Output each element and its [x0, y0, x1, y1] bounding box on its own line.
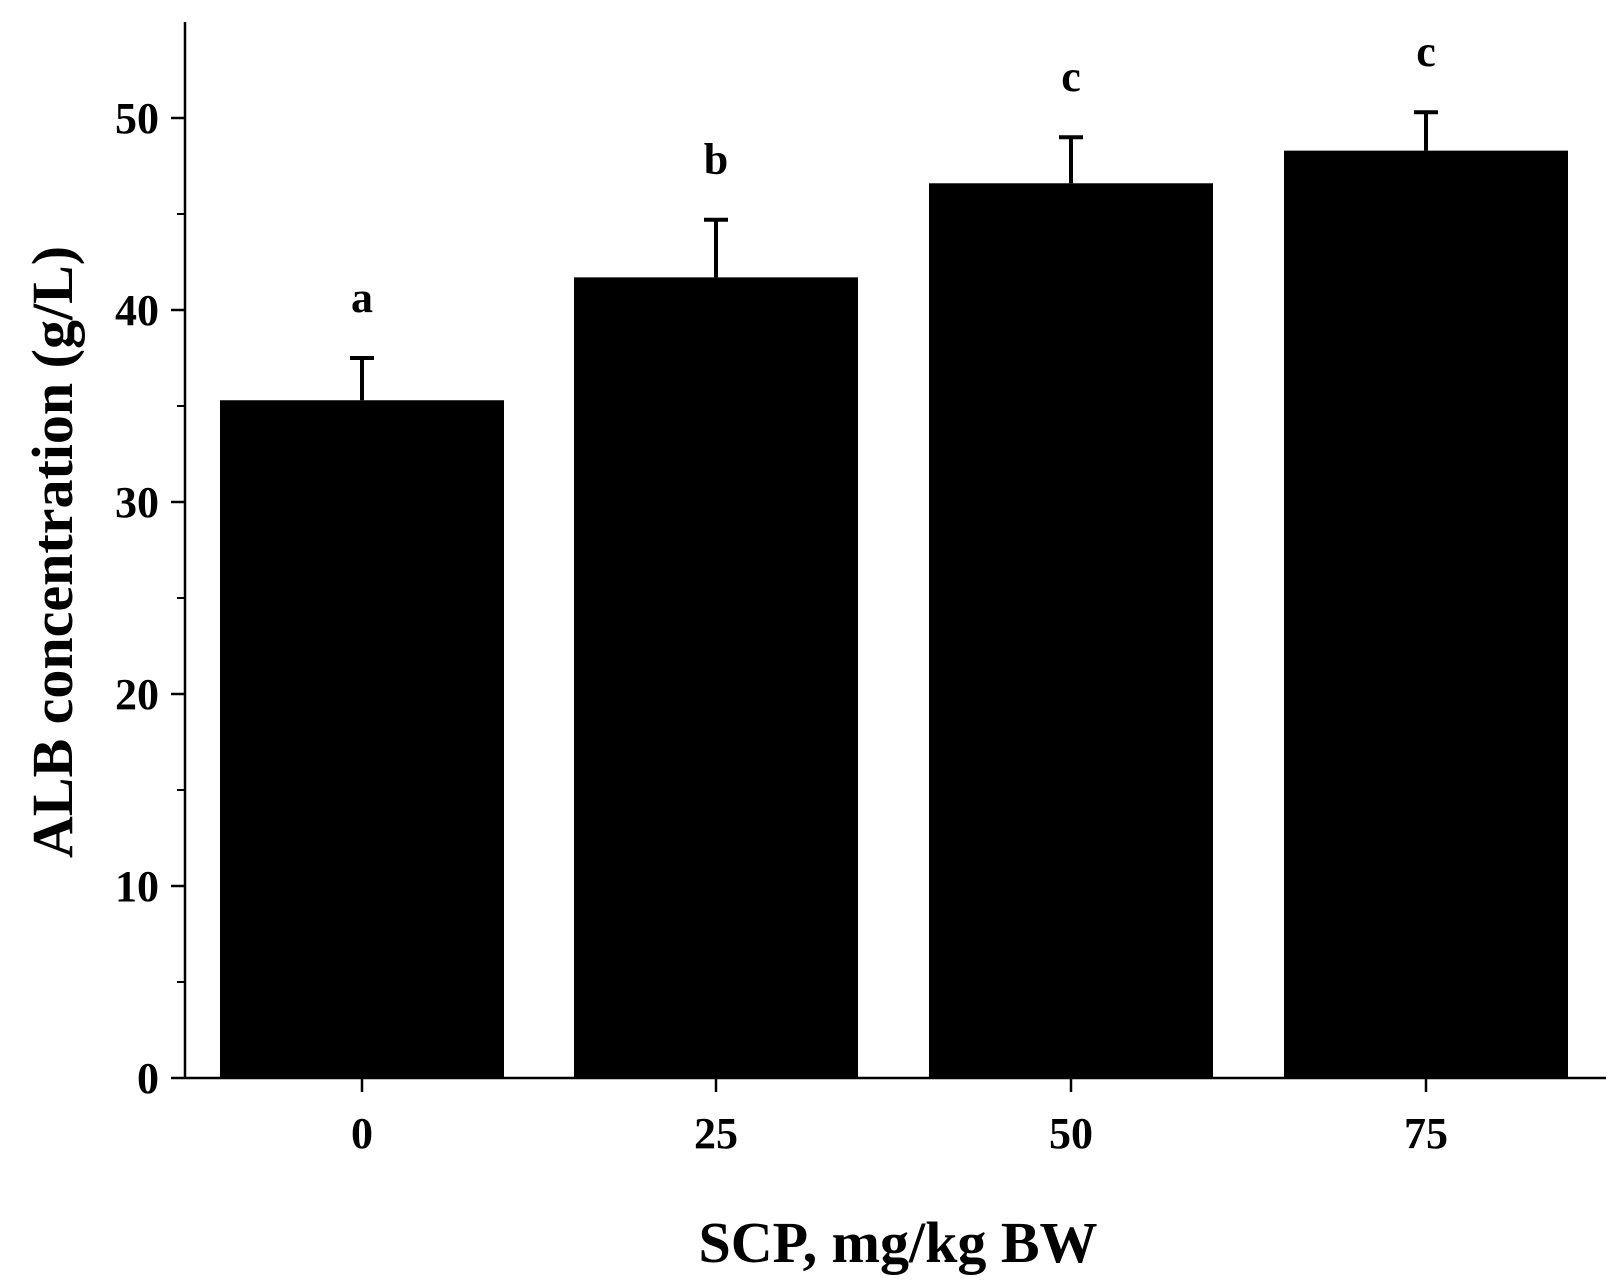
significance-label: a	[351, 273, 373, 322]
y-axis-label: ALB concentration (g/L)	[20, 246, 85, 858]
significance-labels: a b c c	[351, 27, 1436, 322]
bars	[220, 150, 1568, 1078]
y-tick-label: 50	[115, 94, 159, 143]
y-tick-label: 40	[115, 286, 159, 335]
y-tick-label: 0	[137, 1054, 159, 1103]
x-tick-label: 75	[1404, 1109, 1448, 1158]
bar	[574, 277, 858, 1078]
x-tick-label: 0	[351, 1109, 373, 1158]
y-tick-label: 10	[115, 862, 159, 911]
significance-label: c	[1061, 52, 1081, 101]
bar	[220, 400, 504, 1078]
y-tick-label: 30	[115, 478, 159, 527]
y-axis-ticks: 0 10 20 30 40 50	[115, 94, 185, 1103]
bar	[929, 183, 1213, 1078]
bar	[1284, 150, 1568, 1078]
significance-label: b	[704, 135, 728, 184]
error-bars	[350, 110, 1438, 401]
x-axis-label: SCP, mg/kg BW	[698, 1210, 1097, 1275]
y-tick-label: 20	[115, 670, 159, 719]
significance-label: c	[1416, 27, 1436, 76]
x-tick-label: 25	[694, 1109, 738, 1158]
x-axis-ticks: 0 25 50 75	[351, 1078, 1448, 1158]
x-tick-label: 50	[1049, 1109, 1093, 1158]
